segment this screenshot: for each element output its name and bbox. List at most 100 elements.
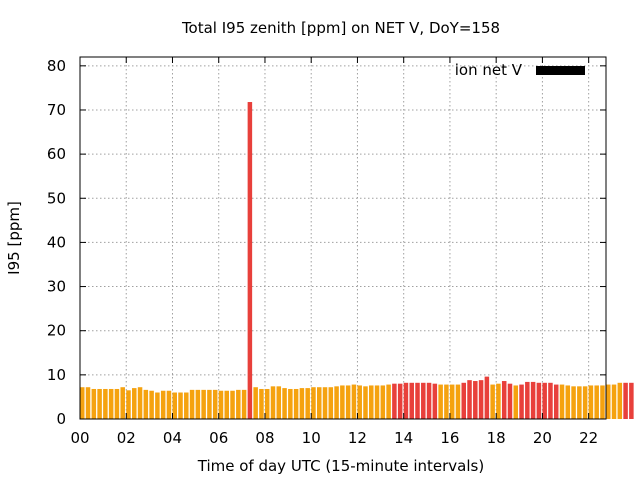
- legend-swatch: [536, 66, 585, 75]
- bar: [120, 387, 125, 419]
- bar: [218, 390, 224, 419]
- bar: [212, 389, 218, 419]
- bar: [467, 380, 472, 419]
- x-tick-label: 02: [117, 429, 136, 447]
- x-tick-label: 22: [579, 429, 598, 447]
- bar: [571, 386, 576, 419]
- bar: [577, 386, 582, 419]
- y-tick-label: 50: [47, 189, 66, 207]
- x-tick-label: 00: [70, 429, 89, 447]
- bar: [178, 392, 183, 419]
- bar: [455, 384, 461, 419]
- bar: [426, 382, 432, 419]
- bar: [507, 383, 513, 419]
- bar: [293, 388, 299, 419]
- grid: [80, 57, 606, 419]
- bar: [490, 384, 495, 419]
- bars: [80, 102, 634, 419]
- bar: [91, 388, 97, 419]
- y-tick-label: 10: [47, 366, 66, 384]
- y-tick-label: 40: [47, 233, 66, 251]
- bar: [513, 385, 519, 419]
- bar: [421, 382, 426, 419]
- bar: [316, 387, 322, 419]
- bar: [259, 388, 264, 419]
- bar: [85, 387, 91, 419]
- bar: [525, 381, 530, 419]
- bar: [397, 383, 403, 419]
- bar: [530, 381, 536, 419]
- bar: [432, 383, 438, 419]
- x-tick-label: 16: [440, 429, 459, 447]
- bar: [299, 388, 305, 419]
- bar: [195, 389, 201, 419]
- bar: [600, 385, 605, 419]
- bar: [334, 386, 339, 419]
- bar: [363, 386, 368, 419]
- bar: [380, 385, 386, 419]
- bar: [230, 390, 235, 419]
- bar: [386, 384, 391, 419]
- bar: [473, 381, 478, 419]
- bar: [565, 385, 571, 419]
- bar: [351, 384, 357, 419]
- bar: [97, 388, 102, 419]
- chart-title: Total I95 zenith [ppm] on NET V, DoY=158: [181, 19, 500, 37]
- bar: [103, 388, 108, 419]
- bar: [166, 390, 172, 419]
- bar: [184, 392, 189, 419]
- x-tick-label: 20: [533, 429, 552, 447]
- bar: [357, 385, 362, 419]
- bar: [588, 385, 594, 419]
- bar: [496, 383, 501, 419]
- bar: [374, 385, 380, 419]
- bar: [415, 382, 420, 419]
- bar: [236, 389, 241, 419]
- bar: [328, 387, 334, 419]
- bar: [606, 384, 611, 419]
- bar: [172, 392, 177, 419]
- bar: [629, 382, 634, 419]
- bar: [322, 387, 328, 419]
- x-tick-label: 04: [163, 429, 182, 447]
- bar: [501, 381, 507, 419]
- y-tick-label: 60: [47, 145, 66, 163]
- y-tick-label: 80: [47, 57, 66, 75]
- bar: [201, 389, 206, 419]
- bar: [149, 390, 154, 419]
- bar: [536, 382, 542, 419]
- bar: [403, 382, 409, 419]
- bar: [478, 380, 484, 419]
- bar: [409, 382, 414, 419]
- x-tick-label: 10: [302, 429, 321, 447]
- x-tick-label: 18: [487, 429, 506, 447]
- bar: [224, 390, 230, 419]
- bar: [288, 388, 293, 419]
- bar: [305, 388, 310, 419]
- y-tick-label: 30: [47, 278, 66, 296]
- bar: [108, 388, 114, 419]
- bar: [137, 387, 143, 419]
- x-axis: 00 02 04 06 08 10 12 14 16 18 20 22: [70, 57, 598, 447]
- bar: [444, 384, 449, 419]
- bar: [247, 102, 253, 419]
- bar: [270, 386, 276, 419]
- bar: [461, 382, 467, 419]
- bar: [241, 389, 247, 419]
- bar: [594, 385, 599, 419]
- bar: [189, 389, 195, 419]
- y-tick-label: 70: [47, 101, 66, 119]
- bar: [369, 385, 374, 419]
- bar: [132, 388, 137, 419]
- x-tick-label: 06: [209, 429, 228, 447]
- bar: [114, 388, 120, 419]
- y-axis-label: I95 [ppm]: [5, 201, 23, 275]
- x-tick-label: 14: [394, 429, 413, 447]
- bar: [282, 388, 287, 419]
- bar: [80, 387, 85, 419]
- bar: [582, 386, 588, 419]
- bar: [519, 384, 524, 419]
- bar: [611, 384, 617, 419]
- legend: ion net V: [455, 61, 585, 79]
